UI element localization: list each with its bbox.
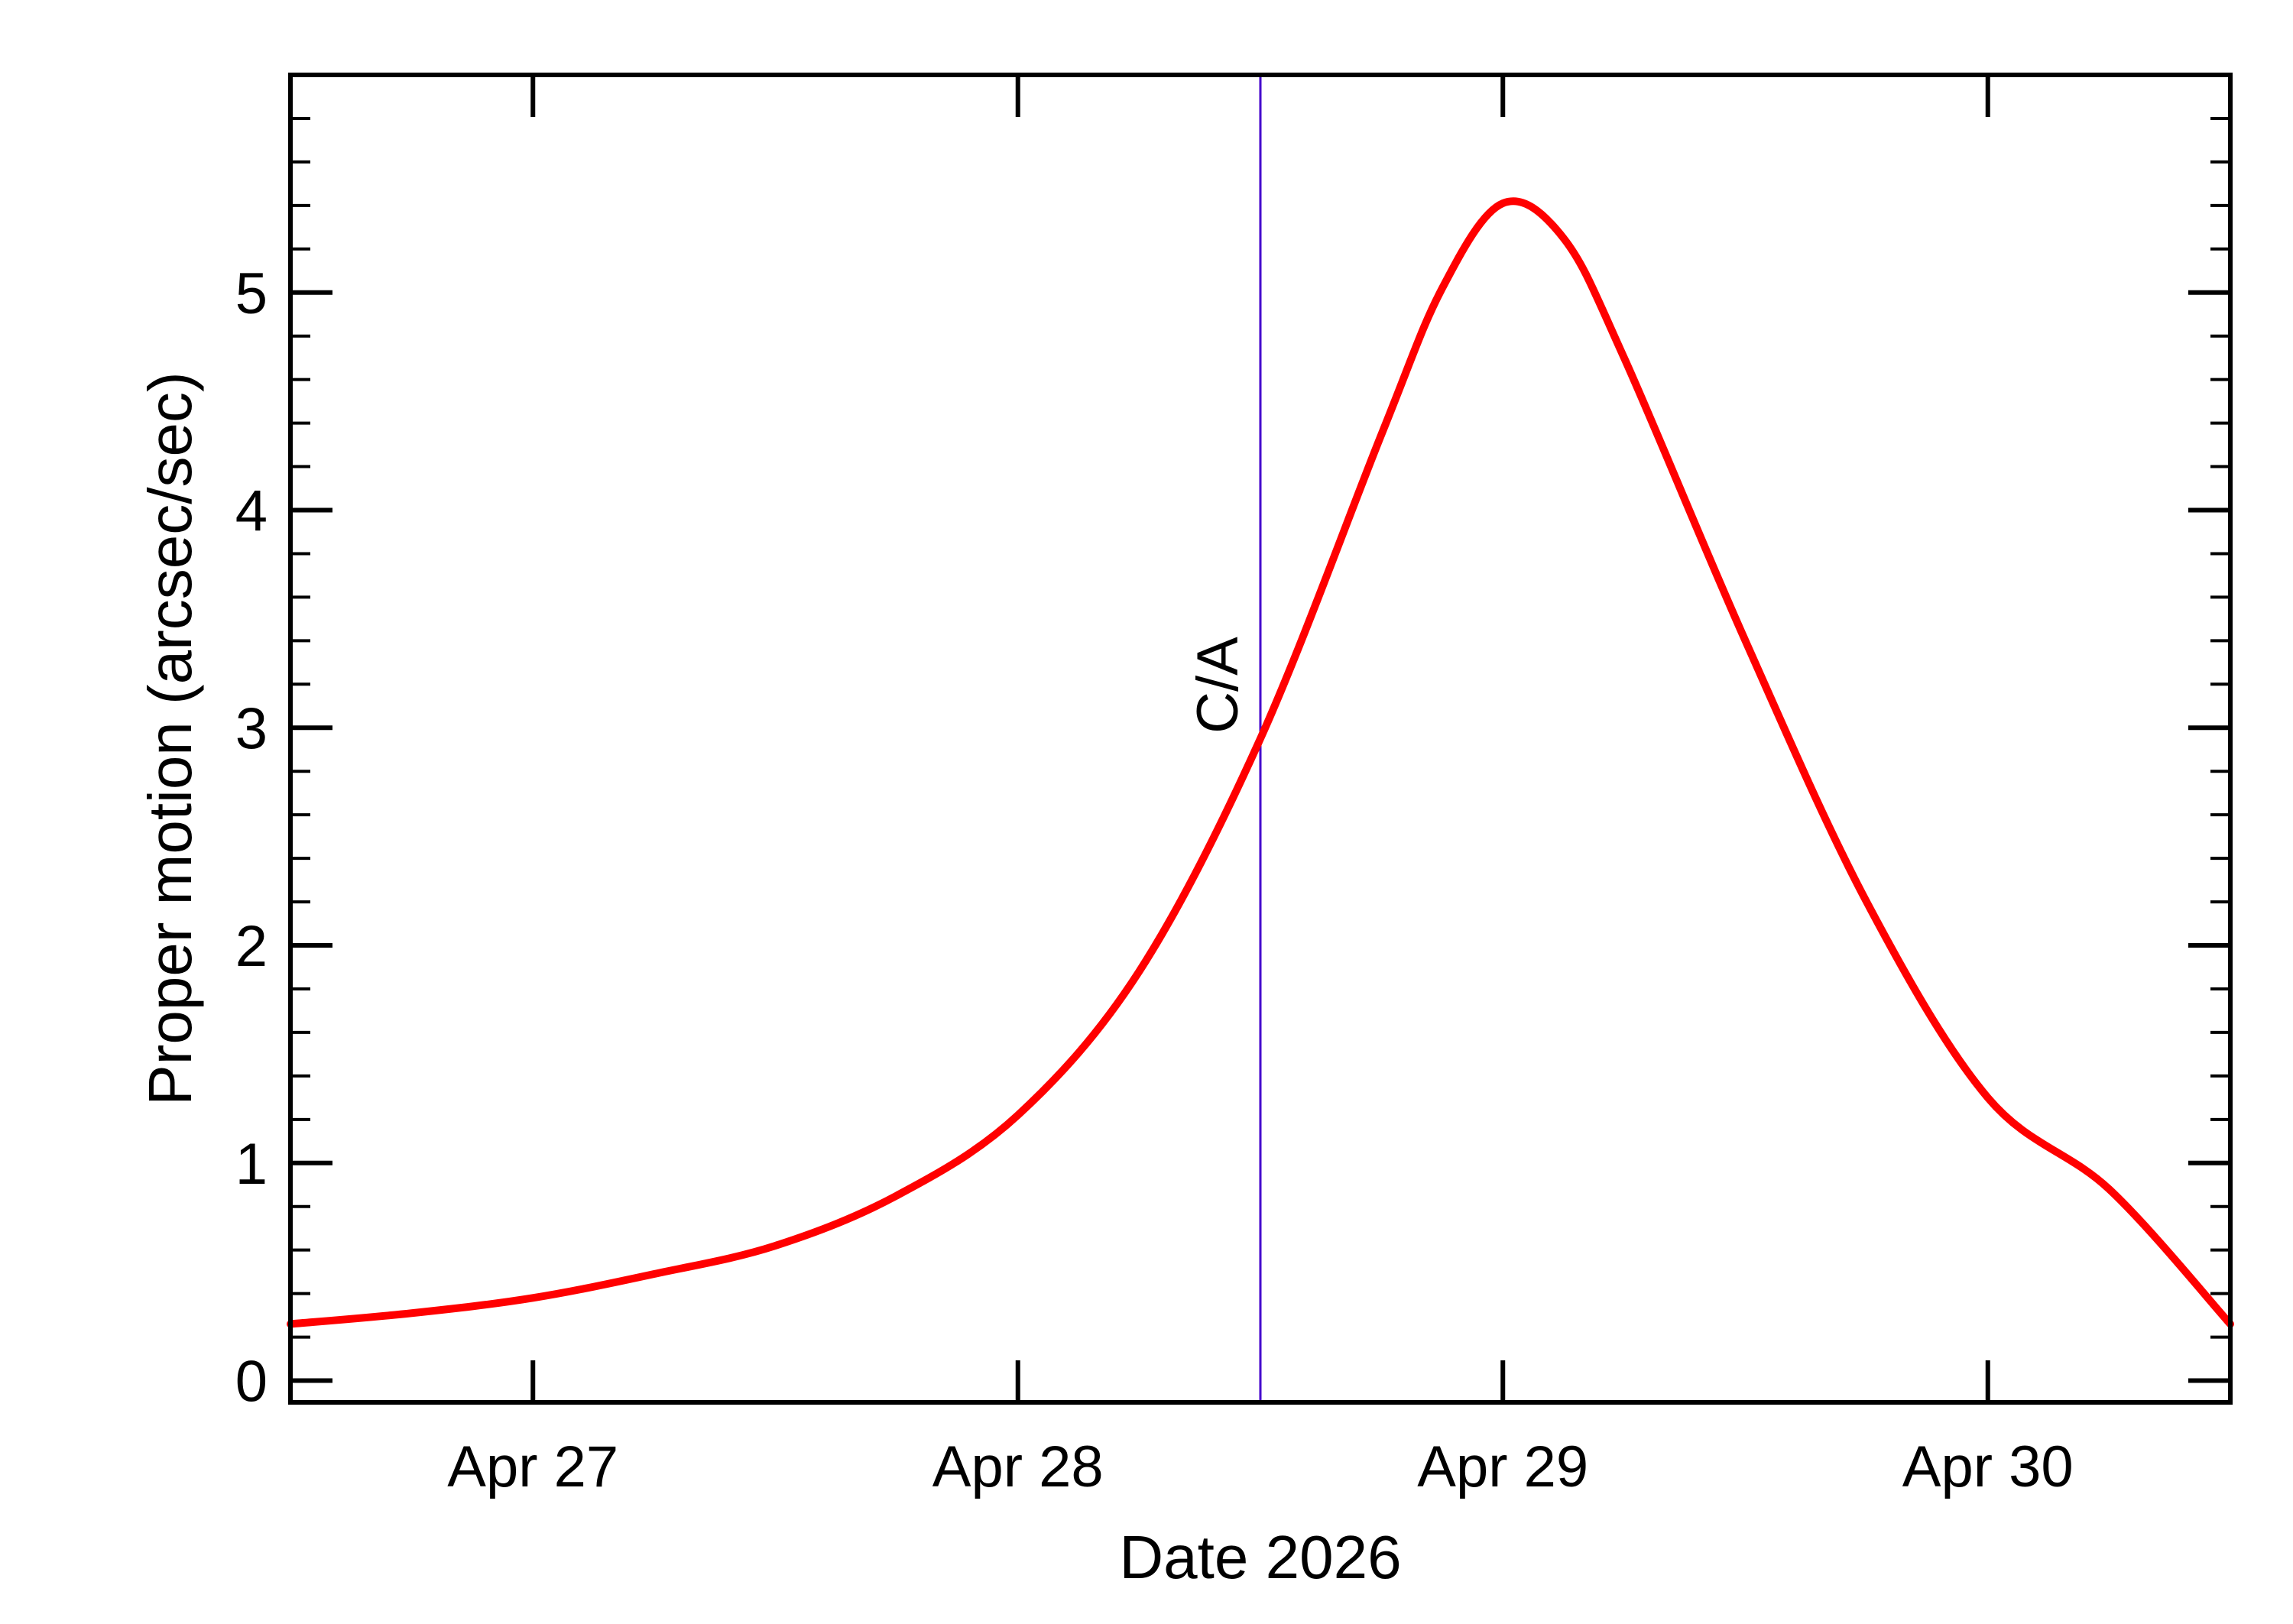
x-axis-label: Date 2026 xyxy=(1119,1523,1401,1591)
y-tick-label: 5 xyxy=(235,261,268,326)
tick-marks xyxy=(290,75,2230,1402)
x-tick-label: Apr 30 xyxy=(1902,1434,2074,1499)
proper-motion-curve xyxy=(287,197,2234,1328)
y-tick-labels: 0 1 2 3 4 5 xyxy=(235,261,268,1415)
y-tick-label: 2 xyxy=(235,914,268,979)
plot-frame xyxy=(288,73,2233,1405)
x-tick-label: Apr 27 xyxy=(447,1434,618,1499)
y-tick-label: 3 xyxy=(235,696,268,761)
y-tick-label: 4 xyxy=(235,479,268,544)
y-axis-label: Proper motion (arcsec/sec) xyxy=(136,371,204,1105)
x-tick-label: Apr 29 xyxy=(1417,1434,1588,1499)
x-tick-labels: Apr 27 Apr 28 Apr 29 Apr 30 xyxy=(447,1434,2073,1499)
x-tick-label: Apr 28 xyxy=(932,1434,1104,1499)
y-tick-label: 1 xyxy=(235,1132,268,1197)
y-tick-label: 0 xyxy=(235,1350,268,1415)
closest-approach-label: C/A xyxy=(1185,637,1250,734)
